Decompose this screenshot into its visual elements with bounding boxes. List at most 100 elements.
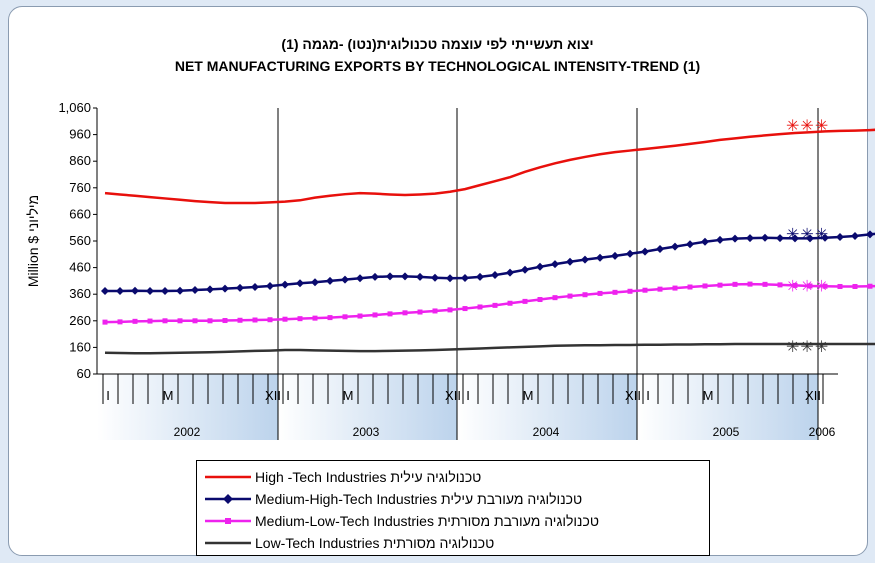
data-point [657,286,663,292]
chart-title-english: NET MANUFACTURING EXPORTS BY TECHNOLOGIC… [174,58,701,74]
legend-swatch [205,494,251,504]
data-point [296,279,304,288]
y-tick-label: 560 [69,233,91,248]
data-point [807,283,813,289]
year-label: 2005 [713,425,740,439]
data-point [207,318,213,324]
year-label: 2006 [809,425,836,439]
data-point [236,283,244,292]
data-point [492,302,498,308]
month-label: M [343,388,354,403]
y-tick-label: 460 [69,260,91,275]
data-point [192,318,198,324]
data-point [536,262,544,271]
year-band [457,374,637,440]
y-tick-label: 60 [77,366,91,381]
data-point [626,249,634,258]
data-point [806,234,814,243]
data-point [866,230,874,239]
data-point [282,316,288,322]
data-point [312,315,318,321]
data-point [522,298,528,304]
year-band [278,374,457,440]
chart-title-hebrew: יצוא תעשייתי לפי עוצמה טכנולוגית(נטו) -מ… [281,36,594,52]
y-axis-label: Million $ מיליוני [25,195,41,287]
data-point [762,281,768,287]
data-point [161,287,169,296]
data-point [716,235,724,244]
data-point [537,297,543,303]
y-tick-label: 1,060 [58,100,91,115]
data-point [582,292,588,298]
data-point [356,274,364,283]
y-tick-label: 660 [69,206,91,221]
data-point [581,255,589,264]
month-label: I [106,388,110,403]
data-point [672,285,678,291]
y-tick-label: 160 [69,339,91,354]
series-line [105,232,875,293]
data-point [656,244,664,253]
data-point [746,234,754,243]
data-point [612,289,618,295]
data-point [327,315,333,321]
legend-label-hebrew: טכנולוגיה מעורבת מסורתית [437,513,599,529]
data-point [732,281,738,287]
data-point [867,283,873,289]
legend-label: High -Tech Industries טכנולוגיה עילית [255,469,481,485]
legend-label-hebrew: טכנולוגיה עילית [390,469,482,485]
data-point [266,281,274,290]
data-point [251,283,259,292]
data-point [671,242,679,251]
data-point [627,288,633,294]
data-point [822,283,828,289]
data-point [777,282,783,288]
data-point [641,247,649,256]
month-label: M [523,388,534,403]
legend-item: Low-Tech Industries טכנולוגיה מסורתית [197,533,709,553]
data-point [101,287,109,296]
legend-swatch [205,518,251,524]
data-point [357,313,363,319]
legend-item: High -Tech Industries טכנולוגיה עילית [197,467,709,487]
data-point [597,290,603,296]
data-point [446,274,454,283]
legend-label: Medium-Low-Tech Industries טכנולוגיה מעו… [255,513,599,529]
data-point [117,319,123,325]
data-point [477,304,483,310]
data-point [416,272,424,281]
legend-label-english: Medium-Low-Tech Industries [255,513,438,529]
legend-item: Medium-High-Tech Industries טכנולוגיה מע… [197,489,709,509]
legend-label: Low-Tech Industries טכנולוגיה מסורתית [255,535,494,551]
data-point [611,251,619,260]
legend-label: Medium-High-Tech Industries טכנולוגיה מע… [255,491,582,507]
data-point [176,286,184,295]
data-point [566,257,574,266]
data-point [131,286,139,295]
data-point [177,318,183,324]
data-point [701,237,709,246]
data-point [447,307,453,313]
legend-label-hebrew: טכנולוגיה מעורבת עילית [440,491,583,507]
month-label: XII [805,388,821,403]
month-label: I [286,388,290,403]
data-point [222,318,228,324]
data-point [717,282,723,288]
data-point [551,260,559,269]
data-point [342,314,348,320]
data-point [417,309,423,315]
data-point [761,233,769,242]
data-point [402,310,408,316]
data-point [521,265,529,274]
y-tick-label: 260 [69,313,91,328]
data-point [791,234,799,243]
data-point [386,272,394,281]
data-point [687,284,693,290]
data-point [281,280,289,289]
data-point [837,283,843,289]
data-point [747,281,753,287]
legend-label-english: High -Tech Industries [255,469,391,485]
data-point [596,253,604,262]
data-point [461,273,469,282]
